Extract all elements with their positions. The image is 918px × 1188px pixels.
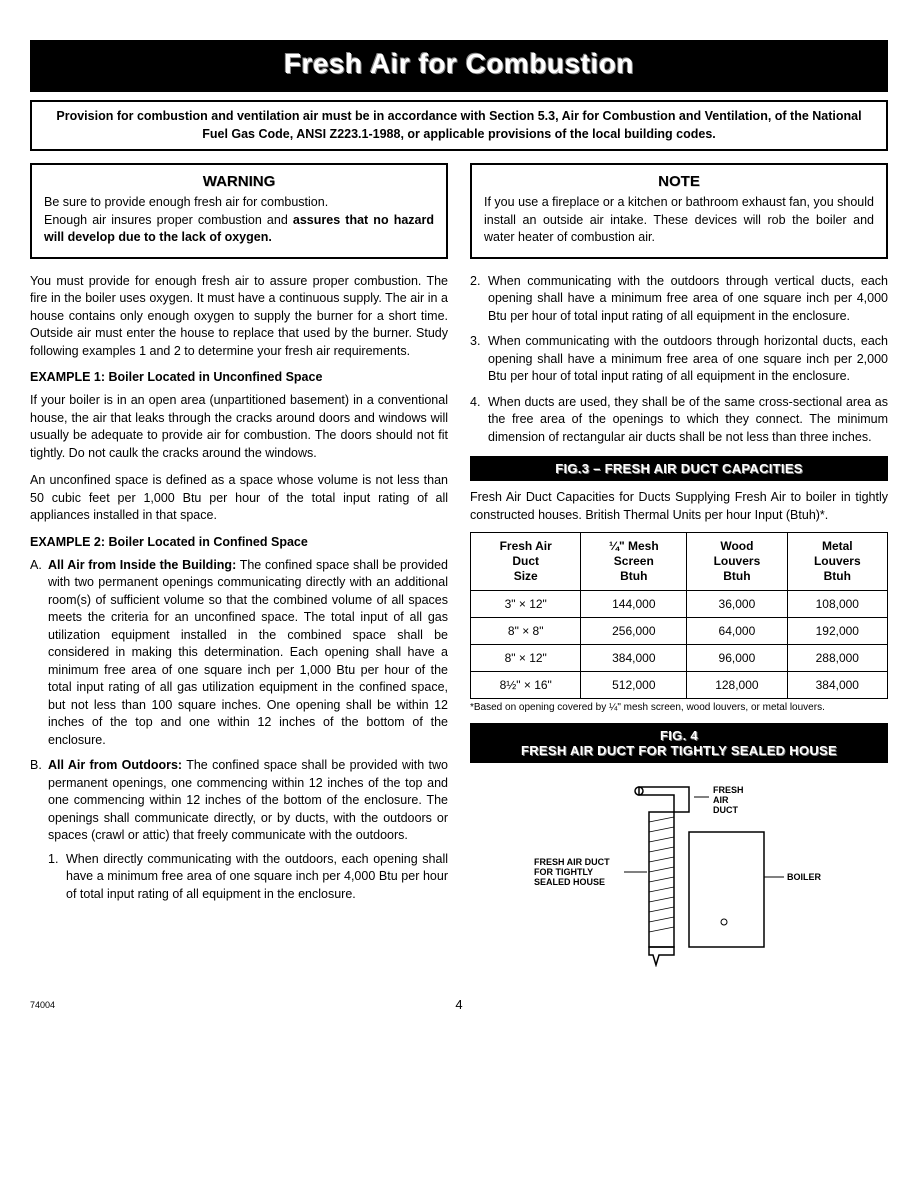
label-duct: DUCT (713, 805, 738, 815)
table-cell: 64,000 (687, 618, 787, 645)
table-header: ¼" MeshScreenBtuh (581, 533, 687, 591)
example1-heading: EXAMPLE 1: Boiler Located in Unconfined … (30, 370, 448, 384)
example2-list: A. All Air from Inside the Building: The… (30, 557, 448, 904)
example2-b-3: 3.When communicating with the outdoors t… (470, 333, 888, 386)
intro-paragraph: You must provide for enough fresh air to… (30, 273, 448, 361)
table-row: 8½" × 16"512,000128,000384,000 (471, 672, 888, 699)
duct-capacities-table: Fresh AirDuctSize¼" MeshScreenBtuhWoodLo… (470, 532, 888, 699)
table-cell: 108,000 (787, 591, 887, 618)
note-box: NOTE If you use a fireplace or a kitchen… (470, 163, 888, 259)
example2-b-continued: 2.When communicating with the outdoors t… (470, 273, 888, 447)
table-cell: 384,000 (581, 645, 687, 672)
example1-p1: If your boiler is in an open area (unpar… (30, 392, 448, 462)
table-cell: 288,000 (787, 645, 887, 672)
table-header: MetalLouversBtuh (787, 533, 887, 591)
table-cell: 8½" × 16" (471, 672, 581, 699)
table-header: Fresh AirDuctSize (471, 533, 581, 591)
fig4-header: FIG. 4FRESH AIR DUCT FOR TIGHTLY SEALED … (470, 723, 888, 763)
label-fresh: FRESH (713, 785, 744, 795)
example1-p2: An unconfined space is defined as a spac… (30, 472, 448, 525)
label-air: AIR (713, 795, 729, 805)
warning-title: WARNING (44, 173, 434, 190)
example2-b-1: 1.When directly communicating with the o… (48, 851, 448, 904)
table-cell: 36,000 (687, 591, 787, 618)
example2-heading: EXAMPLE 2: Boiler Located in Confined Sp… (30, 535, 448, 549)
example2-b-4: 4.When ducts are used, they shall be of … (470, 394, 888, 447)
label-caption2: FOR TIGHTLY (534, 867, 593, 877)
warning-box: WARNING Be sure to provide enough fresh … (30, 163, 448, 259)
provision-notice: Provision for combustion and ventilation… (30, 100, 888, 151)
example2-b-2: 2.When communicating with the outdoors t… (470, 273, 888, 326)
left-column: WARNING Be sure to provide enough fresh … (30, 163, 448, 967)
note-body: If you use a fireplace or a kitchen or b… (484, 194, 874, 247)
table-cell: 384,000 (787, 672, 887, 699)
table-header: WoodLouversBtuh (687, 533, 787, 591)
table-cell: 8" × 8" (471, 618, 581, 645)
table-cell: 96,000 (687, 645, 787, 672)
table-footnote: *Based on opening covered by ¼" mesh scr… (470, 702, 888, 713)
table-cell: 512,000 (581, 672, 687, 699)
table-cell: 144,000 (581, 591, 687, 618)
table-cell: 192,000 (787, 618, 887, 645)
table-cell: 8" × 12" (471, 645, 581, 672)
label-caption1: FRESH AIR DUCT (534, 857, 610, 867)
table-row: 8" × 12"384,00096,000288,000 (471, 645, 888, 672)
example2-item-a: A. All Air from Inside the Building: The… (30, 557, 448, 750)
fig3-header: FIG.3 – FRESH AIR DUCT CAPACITIES (470, 456, 888, 481)
warning-line1: Be sure to provide enough fresh air for … (44, 194, 434, 212)
page-header: Fresh Air for Combustion (30, 40, 888, 92)
table-cell: 256,000 (581, 618, 687, 645)
warning-line2: Enough air insures proper combustion and… (44, 212, 434, 247)
fig4-diagram: FRESH AIR DUCT (529, 777, 829, 967)
table-cell: 3" × 12" (471, 591, 581, 618)
right-column: NOTE If you use a fireplace or a kitchen… (470, 163, 888, 967)
label-boiler: BOILER (787, 872, 822, 882)
fig3-caption: Fresh Air Duct Capacities for Ducts Supp… (470, 489, 888, 524)
label-caption3: SEALED HOUSE (534, 877, 605, 887)
note-title: NOTE (484, 173, 874, 190)
example2-item-b: B. All Air from Outdoors: The confined s… (30, 757, 448, 903)
table-cell: 128,000 (687, 672, 787, 699)
table-row: 8" × 8"256,00064,000192,000 (471, 618, 888, 645)
table-row: 3" × 12"144,00036,000108,000 (471, 591, 888, 618)
